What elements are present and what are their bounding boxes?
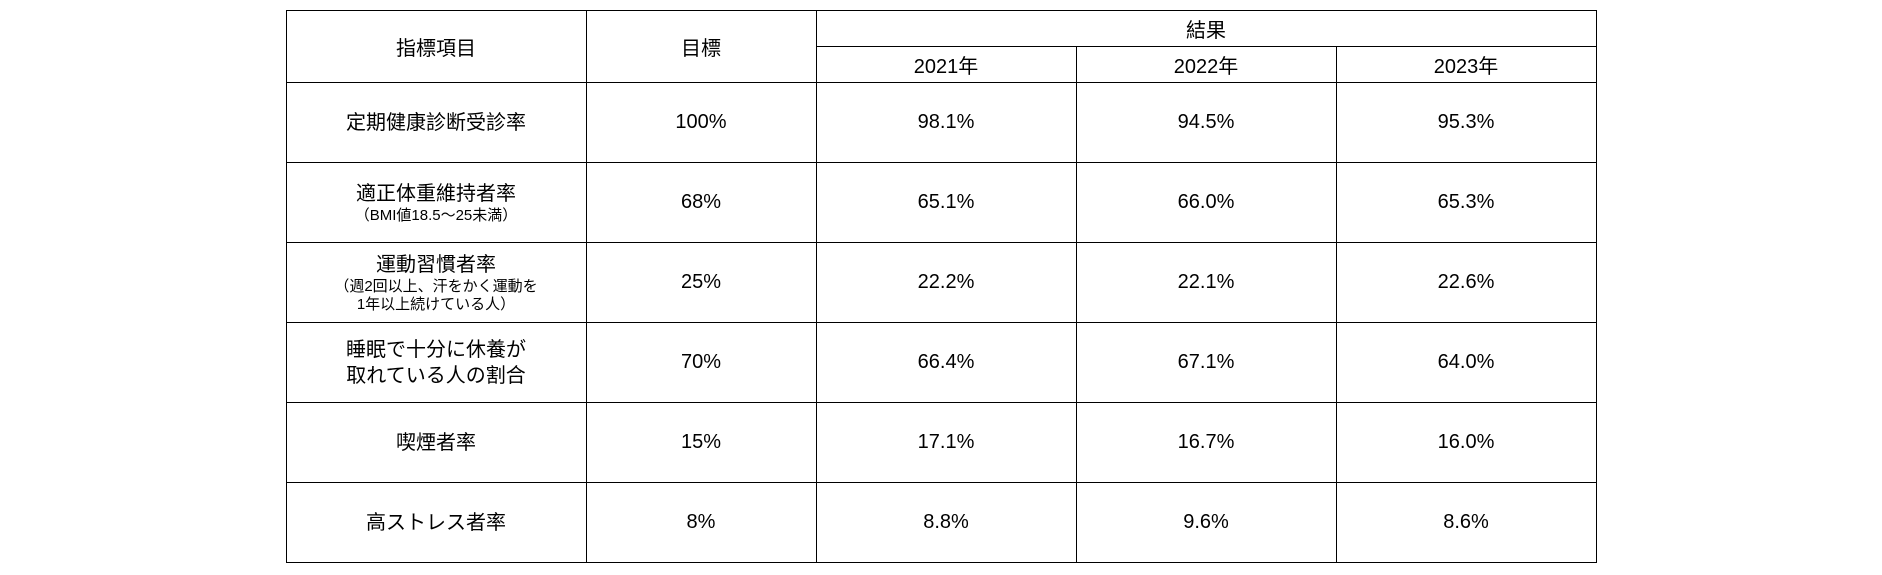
value-cell: 67.1% [1076,323,1336,403]
value-cell: 94.5% [1076,83,1336,163]
metric-cell: 運動習慣者率（週2回以上、汗をかく運動を1年以上続けている人） [286,243,586,323]
value-cell: 98.1% [816,83,1076,163]
table-row: 適正体重維持者率（BMI値18.5～25未満）68%65.1%66.0%65.3… [286,163,1596,243]
value-cell: 22.1% [1076,243,1336,323]
value-cell: 64.0% [1336,323,1596,403]
metric-cell: 喫煙者率 [286,403,586,483]
metric-main-label: 睡眠で十分に休養が取れている人の割合 [287,337,586,389]
metric-main-label: 定期健康診断受診率 [287,110,586,136]
target-cell: 25% [586,243,816,323]
header-year-2023: 2023年 [1336,47,1596,83]
target-cell: 15% [586,403,816,483]
table-row: 運動習慣者率（週2回以上、汗をかく運動を1年以上続けている人）25%22.2%2… [286,243,1596,323]
value-cell: 9.6% [1076,483,1336,563]
header-results: 結果 [816,11,1596,47]
value-cell: 8.8% [816,483,1076,563]
target-cell: 68% [586,163,816,243]
target-cell: 100% [586,83,816,163]
metric-cell: 定期健康診断受診率 [286,83,586,163]
health-metrics-table: 指標項目 目標 結果 2021年 2022年 2023年 定期健康診断受診率10… [286,10,1597,563]
table-header-row-1: 指標項目 目標 結果 [286,11,1596,47]
metric-main-label: 適正体重維持者率 [287,181,586,207]
target-cell: 8% [586,483,816,563]
value-cell: 16.7% [1076,403,1336,483]
value-cell: 22.2% [816,243,1076,323]
header-year-2021: 2021年 [816,47,1076,83]
value-cell: 17.1% [816,403,1076,483]
metric-cell: 睡眠で十分に休養が取れている人の割合 [286,323,586,403]
value-cell: 66.0% [1076,163,1336,243]
metric-main-label: 喫煙者率 [287,430,586,456]
value-cell: 95.3% [1336,83,1596,163]
header-year-2022: 2022年 [1076,47,1336,83]
table-row: 高ストレス者率8%8.8%9.6%8.6% [286,483,1596,563]
table-row: 睡眠で十分に休養が取れている人の割合70%66.4%67.1%64.0% [286,323,1596,403]
value-cell: 16.0% [1336,403,1596,483]
value-cell: 8.6% [1336,483,1596,563]
table-row: 定期健康診断受診率100%98.1%94.5%95.3% [286,83,1596,163]
metric-cell: 適正体重維持者率（BMI値18.5～25未満） [286,163,586,243]
value-cell: 66.4% [816,323,1076,403]
value-cell: 65.3% [1336,163,1596,243]
metric-main-label: 運動習慣者率 [287,252,586,278]
table-row: 喫煙者率15%17.1%16.7%16.0% [286,403,1596,483]
table-body: 定期健康診断受診率100%98.1%94.5%95.3%適正体重維持者率（BMI… [286,83,1596,563]
value-cell: 22.6% [1336,243,1596,323]
metric-sub-label: （週2回以上、汗をかく運動を1年以上続けている人） [287,278,586,314]
target-cell: 70% [586,323,816,403]
value-cell: 65.1% [816,163,1076,243]
header-metric: 指標項目 [286,11,586,83]
metric-main-label: 高ストレス者率 [287,510,586,536]
metric-cell: 高ストレス者率 [286,483,586,563]
metric-sub-label: （BMI値18.5～25未満） [287,207,586,225]
header-target: 目標 [586,11,816,83]
